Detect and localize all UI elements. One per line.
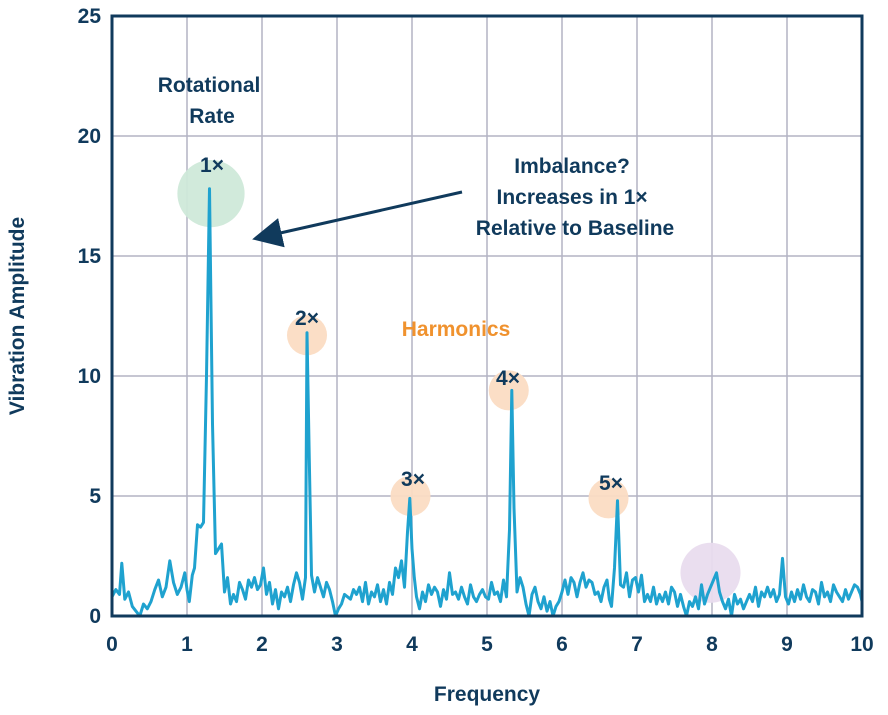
x-tick-label-5: 5 (481, 633, 493, 656)
x-tick-label-2: 2 (256, 633, 268, 656)
imbalance-line-2: Increases in 1× (496, 186, 647, 209)
harmonics-label: Harmonics (402, 318, 511, 341)
y-tick-label-2: 10 (78, 365, 101, 388)
marker-label-1: 2× (295, 307, 319, 330)
highlight-circle-3 (488, 370, 529, 411)
y-tick-label-0: 0 (89, 605, 101, 628)
y-tick-label-1: 5 (89, 485, 101, 508)
series-group (110, 187, 864, 618)
plot-frame (110, 14, 864, 618)
imbalance-line-3: Relative to Baseline (476, 217, 674, 240)
highlight-circle-5 (680, 542, 741, 603)
x-tick-label-1: 1 (181, 633, 193, 656)
x-tick-label-9: 9 (781, 633, 793, 656)
highlight-circles (177, 159, 741, 603)
x-tick-label-4: 4 (406, 633, 418, 656)
x-tick-labels: 0 1 2 3 4 5 6 7 8 9 10 (106, 633, 874, 656)
x-axis-title: Frequency (434, 683, 541, 706)
imbalance-arrow (252, 190, 463, 248)
y-tick-label-3: 15 (78, 245, 102, 268)
marker-label-4: 5× (599, 472, 623, 495)
imbalance-line-1: Imbalance? (514, 155, 630, 178)
y-tick-labels: 0 5 10 15 20 25 (78, 5, 102, 628)
rotational-rate-line-1: Rotational (158, 74, 261, 97)
series-line (110, 187, 864, 618)
imbalance-annotation: Imbalance? Increases in 1× Relative to B… (476, 155, 674, 240)
x-tick-label-6: 6 (556, 633, 568, 656)
x-tick-label-3: 3 (331, 633, 343, 656)
marker-label-0: 1× (200, 154, 224, 177)
x-tick-label-8: 8 (706, 633, 718, 656)
y-axis-title: Vibration Amplitude (6, 217, 29, 415)
rotational-rate-line-2: Rate (189, 105, 235, 128)
rotational-rate-label: Rotational Rate (158, 74, 267, 128)
highlight-circle-2 (390, 475, 431, 517)
x-tick-label-0: 0 (106, 633, 118, 656)
y-tick-label-5: 25 (78, 5, 102, 28)
y-tick-label-4: 20 (78, 125, 101, 148)
marker-label-3: 4× (496, 367, 520, 390)
harmonic-marker-labels: 1× 2× 3× 4× 5× (200, 154, 623, 495)
x-tick-label-7: 7 (631, 633, 643, 656)
marker-label-2: 3× (401, 468, 425, 491)
x-tick-label-10: 10 (850, 633, 873, 656)
